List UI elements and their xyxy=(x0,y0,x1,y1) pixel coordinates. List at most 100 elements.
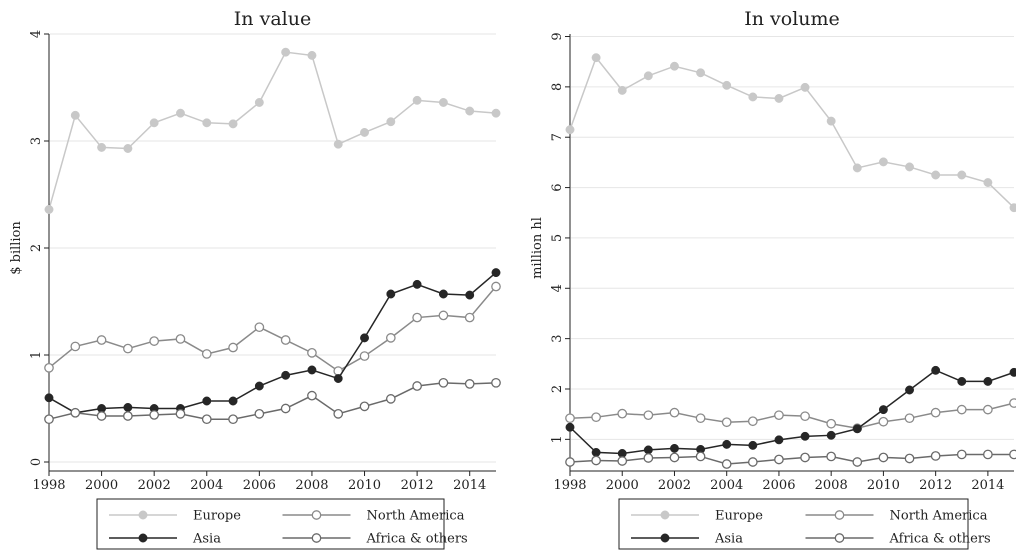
series-europe xyxy=(565,53,1016,213)
series-line-africa-and-others xyxy=(48,382,497,420)
legend-swatch-marker xyxy=(311,510,322,520)
tick-label-x-2006: 2006 xyxy=(243,478,276,493)
data-point-africa-and-others-2002 xyxy=(669,452,680,463)
data-point-europe-1999 xyxy=(70,110,80,120)
legend-box xyxy=(96,498,445,550)
legend-label: Asia xyxy=(714,532,743,547)
data-point-europe-2012 xyxy=(412,95,422,105)
data-point-africa-and-others-2001 xyxy=(643,453,654,463)
data-point-africa-and-others-2008 xyxy=(826,451,837,462)
legend-swatch-marker xyxy=(660,533,670,543)
data-point-europe-2010 xyxy=(360,127,369,137)
data-point-north-america-1999 xyxy=(591,412,601,423)
data-point-asia-2001 xyxy=(643,445,653,455)
legend-label: Africa & others xyxy=(366,532,468,547)
data-point-europe-2005 xyxy=(228,119,238,129)
data-point-north-america-2013 xyxy=(438,310,449,321)
data-point-asia-2006 xyxy=(254,381,264,391)
data-point-north-america-2011 xyxy=(385,333,396,343)
data-point-north-america-2001 xyxy=(643,410,654,421)
data-point-europe-2009 xyxy=(852,163,862,173)
data-point-north-america-2006 xyxy=(774,410,784,421)
legend-label: Asia xyxy=(192,532,221,547)
tick-label-x-2002: 2002 xyxy=(138,478,171,493)
data-point-north-america-2008 xyxy=(826,418,837,429)
data-point-europe-2014 xyxy=(465,106,475,116)
data-point-asia-2012 xyxy=(412,279,422,289)
data-point-asia-2009 xyxy=(333,374,343,383)
series-africa-and-others xyxy=(44,377,501,425)
chart-title: In volume xyxy=(744,8,840,30)
data-point-africa-and-others-2006 xyxy=(254,408,265,419)
series-north-america xyxy=(44,281,501,376)
tick-label-y-3: 3 xyxy=(29,137,44,145)
series-line-europe xyxy=(48,51,497,210)
tick-label-y-3: 3 xyxy=(550,334,565,342)
tick-label-x-2006: 2006 xyxy=(762,478,795,493)
data-point-europe-2010 xyxy=(878,157,888,167)
y-axis-label: million hl xyxy=(530,217,545,279)
legend-item-asia: Asia xyxy=(631,532,743,547)
data-point-africa-and-others-2014 xyxy=(983,449,993,460)
tick-label-x-2010: 2010 xyxy=(867,478,900,493)
data-point-europe-2001 xyxy=(123,144,133,153)
tick-label-y-2: 2 xyxy=(550,385,565,393)
tick-label-x-2008: 2008 xyxy=(295,478,328,493)
tick-label-y-7: 7 xyxy=(550,133,565,141)
series-north-america xyxy=(565,398,1016,434)
tick-label-y-9: 9 xyxy=(550,32,565,40)
data-point-africa-and-others-2011 xyxy=(385,394,396,404)
legend-item-africa-and-others: Africa & others xyxy=(282,532,468,547)
data-point-europe-2002 xyxy=(149,118,159,128)
data-point-asia-2015 xyxy=(491,268,501,278)
tick-label-x-2008: 2008 xyxy=(815,478,848,493)
data-point-europe-2007 xyxy=(800,82,810,92)
data-point-europe-1999 xyxy=(591,53,601,63)
series-europe xyxy=(44,47,501,214)
legend: Europe North America Asia Africa & others xyxy=(618,498,991,550)
data-point-north-america-2003 xyxy=(695,413,706,424)
data-point-asia-1999 xyxy=(591,447,601,457)
tick-label-y-6: 6 xyxy=(550,183,565,191)
legend-item-africa-and-others: Africa & others xyxy=(805,532,991,547)
data-point-north-america-1998 xyxy=(565,413,575,424)
data-point-europe-2012 xyxy=(931,170,941,180)
data-point-asia-2008 xyxy=(307,365,317,375)
data-point-north-america-2005 xyxy=(747,416,758,427)
data-point-asia-2013 xyxy=(438,289,448,299)
tick-label-x-2004: 2004 xyxy=(190,478,223,493)
legend-item-north-america: North America xyxy=(282,509,465,524)
series-africa-and-others xyxy=(565,449,1016,469)
data-point-asia-2005 xyxy=(228,396,238,406)
legend: Europe North America Asia Africa & others xyxy=(96,498,468,550)
data-point-europe-2006 xyxy=(254,98,264,107)
data-point-africa-and-others-2009 xyxy=(852,457,863,467)
legend-swatch-marker xyxy=(834,533,845,543)
data-point-north-america-2007 xyxy=(280,335,291,345)
tick-label-x-2014: 2014 xyxy=(971,478,1004,493)
data-point-africa-and-others-2004 xyxy=(201,414,212,425)
data-point-asia-2007 xyxy=(281,370,291,380)
legend-swatch-marker xyxy=(660,510,670,520)
data-point-asia-2010 xyxy=(360,333,369,343)
data-point-north-america-2015 xyxy=(1009,398,1016,408)
data-point-europe-2015 xyxy=(491,108,501,118)
legend-item-europe: Europe xyxy=(631,509,763,524)
legend-swatch-marker xyxy=(138,510,148,520)
series-line-europe xyxy=(569,56,1015,209)
data-point-asia-2001 xyxy=(123,402,133,412)
data-point-asia-2004 xyxy=(722,439,732,449)
chart-title: In value xyxy=(234,8,311,30)
data-point-asia-1998 xyxy=(44,393,54,403)
data-point-europe-2005 xyxy=(748,92,758,102)
tick-label-x-2004: 2004 xyxy=(710,478,743,493)
legend-swatch-marker xyxy=(834,510,845,520)
data-point-asia-2013 xyxy=(957,376,967,386)
data-point-north-america-2012 xyxy=(930,407,941,418)
data-point-asia-2004 xyxy=(202,396,212,406)
data-point-north-america-2010 xyxy=(878,416,889,427)
data-point-africa-and-others-2013 xyxy=(956,449,967,460)
data-point-asia-2012 xyxy=(931,365,941,375)
data-point-north-america-1999 xyxy=(70,341,81,352)
data-point-africa-and-others-2011 xyxy=(904,453,915,464)
